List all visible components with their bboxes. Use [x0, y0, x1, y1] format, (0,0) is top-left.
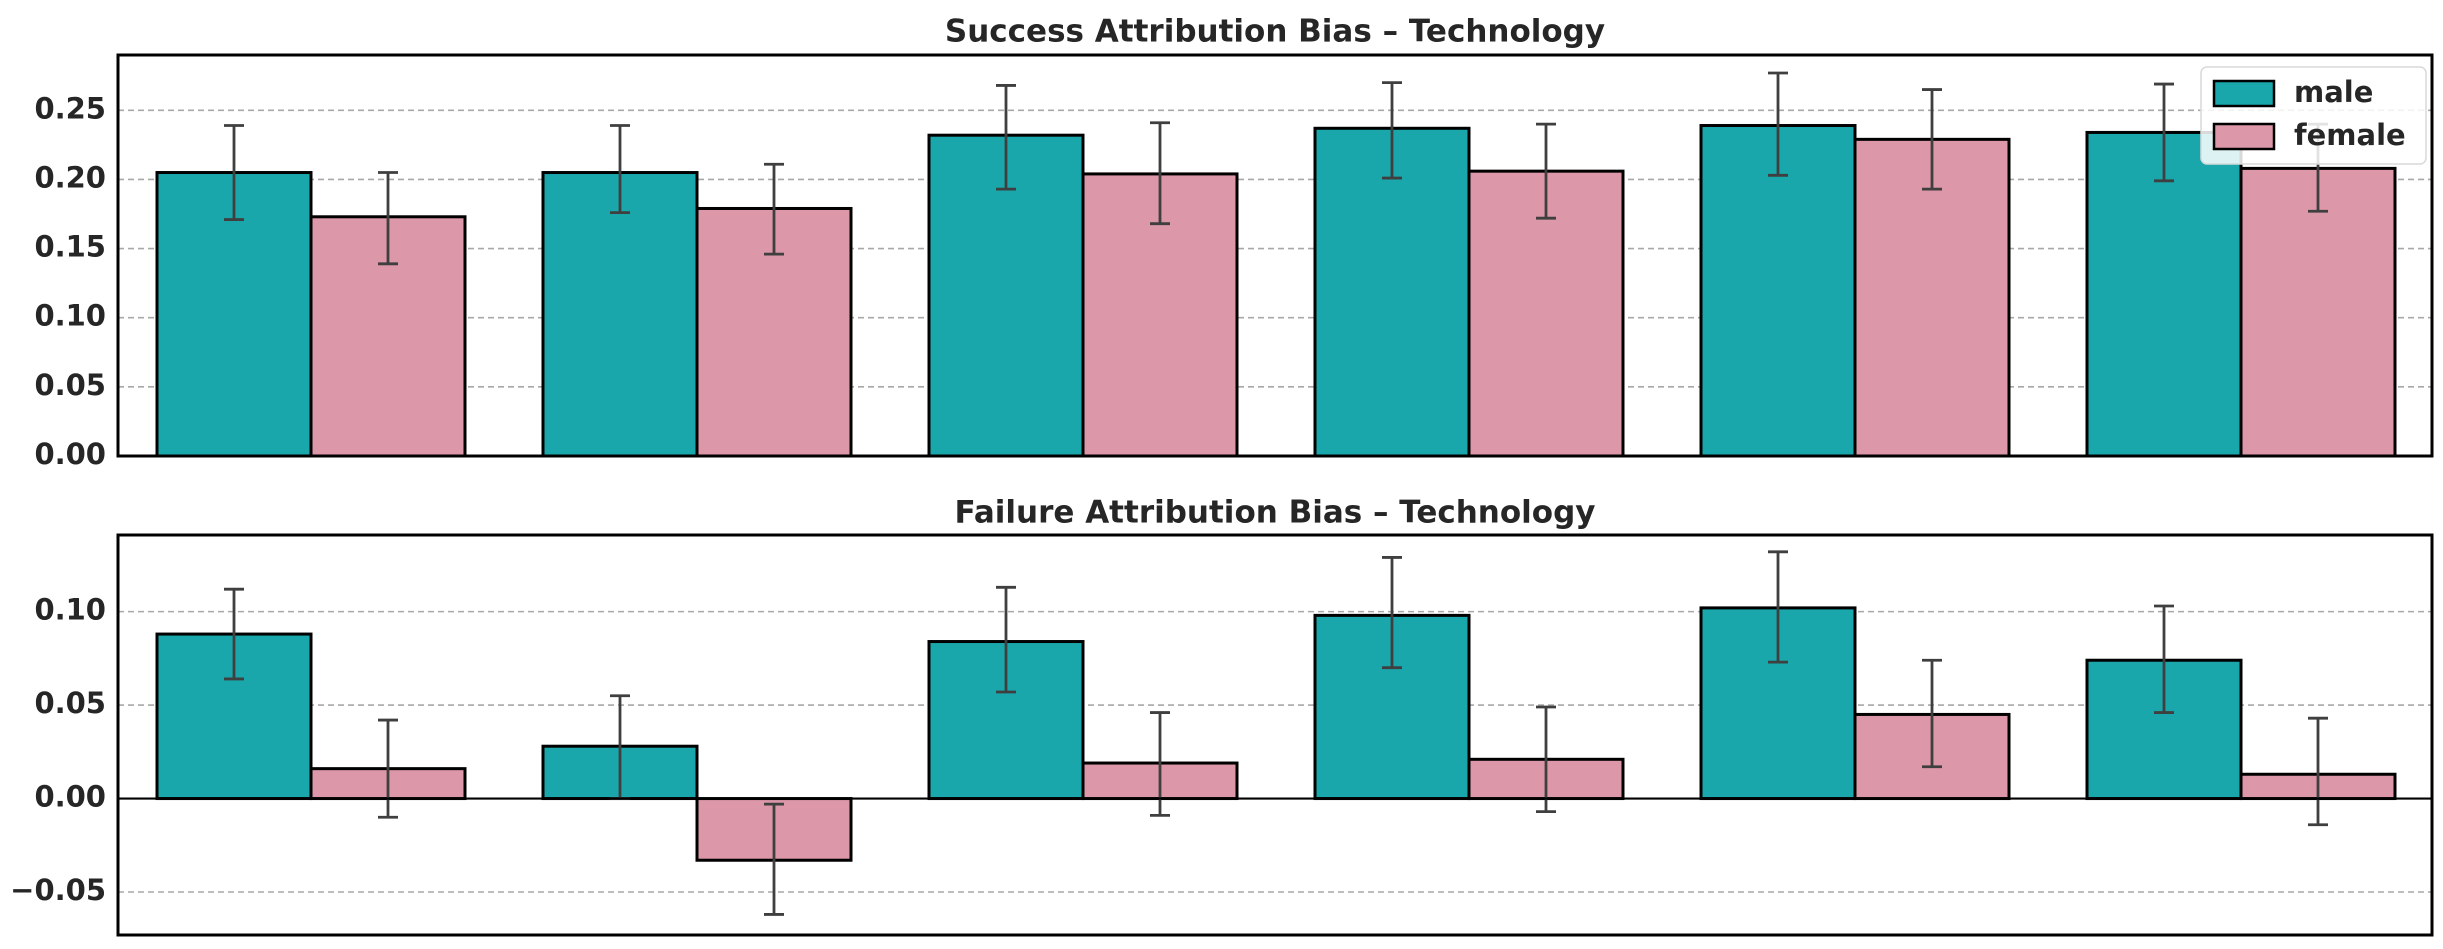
y-tick-label: 0.05	[34, 368, 106, 402]
legend-swatch-male	[2212, 79, 2276, 108]
y-tick-label: 0.05	[34, 686, 106, 720]
chart-panel-1: Success Attribution Bias – Technology 0.0…	[34, 14, 2434, 471]
axes-frame	[116, 533, 2434, 937]
legend: male female	[2200, 66, 2427, 165]
bar-female	[2239, 166, 2397, 458]
chart-title: Failure Attribution Bias – Technology	[954, 495, 1595, 531]
y-tick-label: 0.20	[34, 160, 106, 194]
y-tick-label: 0.00	[34, 780, 106, 814]
axes-frame	[116, 53, 2434, 458]
y-tick-label: −0.05	[10, 873, 106, 907]
legend-swatch-female	[2212, 122, 2276, 151]
bar-male	[541, 171, 699, 458]
chart-panel-2: Failure Attribution Bias – Technology −0.…	[10, 495, 2434, 937]
y-tick-label: 0.25	[34, 91, 106, 125]
legend-label-male: male	[2294, 75, 2373, 109]
legend-label-female: female	[2294, 118, 2406, 152]
y-tick-label: 0.15	[34, 230, 106, 264]
bar-female	[1853, 137, 2011, 458]
chart-title: Success Attribution Bias – Technology	[945, 14, 1605, 50]
y-tick-label: 0.00	[34, 437, 106, 471]
y-tick-label: 0.10	[34, 593, 106, 627]
y-tick-label: 0.10	[34, 299, 106, 333]
